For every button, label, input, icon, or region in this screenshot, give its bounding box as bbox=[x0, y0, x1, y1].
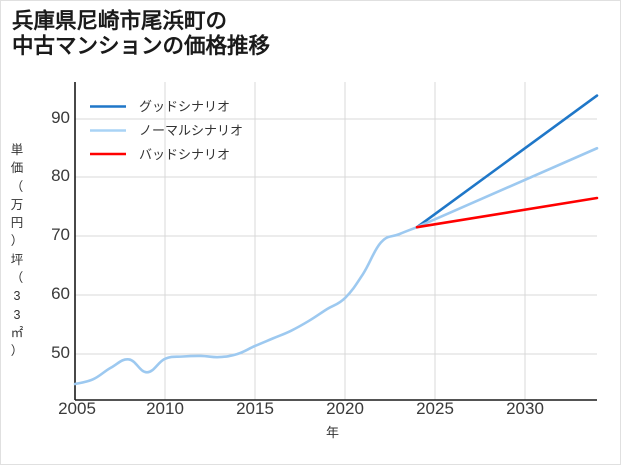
svg-text:バッドシナリオ: バッドシナリオ bbox=[139, 147, 230, 162]
svg-text:2005: 2005 bbox=[58, 399, 96, 418]
svg-text:ノーマルシナリオ: ノーマルシナリオ bbox=[139, 123, 243, 138]
svg-text:グッドシナリオ: グッドシナリオ bbox=[139, 99, 230, 114]
svg-text:50: 50 bbox=[51, 343, 70, 362]
svg-text:2010: 2010 bbox=[146, 399, 184, 418]
svg-text:90: 90 bbox=[51, 108, 70, 127]
svg-text:2020: 2020 bbox=[326, 399, 364, 418]
svg-text:2025: 2025 bbox=[416, 399, 454, 418]
svg-text:2015: 2015 bbox=[236, 399, 274, 418]
svg-text:80: 80 bbox=[51, 166, 70, 185]
svg-text:70: 70 bbox=[51, 225, 70, 244]
svg-text:60: 60 bbox=[51, 284, 70, 303]
svg-text:2030: 2030 bbox=[506, 399, 544, 418]
